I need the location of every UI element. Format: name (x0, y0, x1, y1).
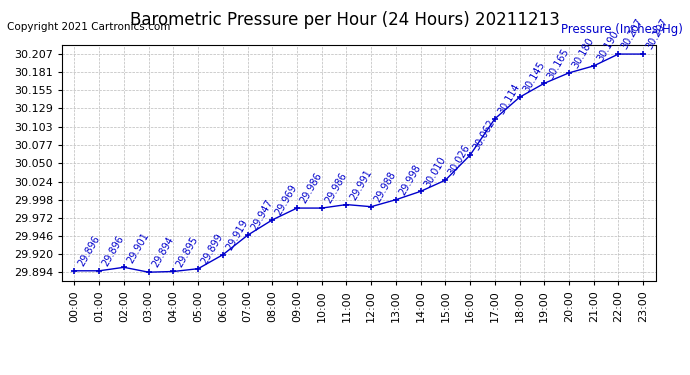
Text: 29.991: 29.991 (348, 168, 373, 202)
Text: 29.947: 29.947 (249, 198, 275, 232)
Text: 30.180: 30.180 (571, 36, 596, 70)
Text: 29.899: 29.899 (199, 232, 225, 266)
Text: 29.901: 29.901 (126, 230, 151, 264)
Text: 30.165: 30.165 (546, 46, 571, 81)
Text: 29.986: 29.986 (323, 171, 348, 205)
Text: 30.010: 30.010 (422, 154, 448, 189)
Text: 29.988: 29.988 (373, 170, 398, 204)
Text: 30.207: 30.207 (620, 17, 645, 51)
Text: 29.969: 29.969 (274, 183, 299, 217)
Text: Barometric Pressure per Hour (24 Hours) 20211213: Barometric Pressure per Hour (24 Hours) … (130, 11, 560, 29)
Text: Copyright 2021 Cartronics.com: Copyright 2021 Cartronics.com (7, 22, 170, 33)
Text: 29.919: 29.919 (224, 218, 250, 252)
Text: 29.986: 29.986 (298, 171, 324, 205)
Text: 29.895: 29.895 (175, 234, 200, 269)
Text: 29.998: 29.998 (397, 163, 423, 197)
Text: 29.896: 29.896 (101, 234, 126, 268)
Text: 30.190: 30.190 (595, 29, 620, 63)
Text: 30.145: 30.145 (521, 60, 546, 94)
Text: 29.894: 29.894 (150, 235, 175, 269)
Text: 30.062: 30.062 (471, 118, 497, 152)
Text: 30.026: 30.026 (446, 143, 472, 177)
Text: 30.207: 30.207 (644, 17, 670, 51)
Text: 30.114: 30.114 (496, 82, 522, 116)
Text: 29.896: 29.896 (76, 234, 101, 268)
Text: Pressure (Inches/Hg): Pressure (Inches/Hg) (561, 22, 683, 36)
